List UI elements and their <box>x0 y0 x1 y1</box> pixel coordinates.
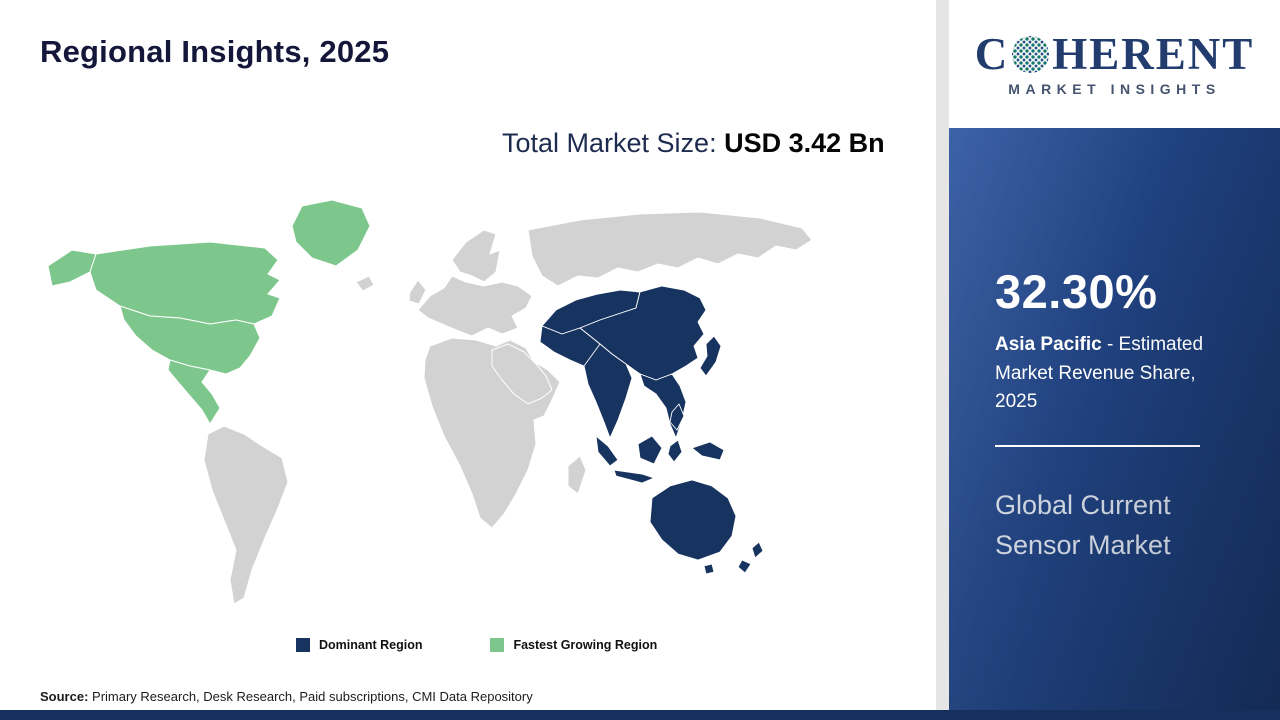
legend-swatch-dominant <box>296 638 310 652</box>
map-region-new-zealand-north <box>751 541 764 559</box>
map-region-borneo <box>637 435 663 465</box>
map-region-canada <box>89 241 281 325</box>
map-region-java <box>613 469 655 484</box>
bottom-accent-bar <box>0 710 1280 720</box>
share-rest: - Estimated Market Revenue Share, 2025 <box>995 334 1204 412</box>
highlight-panel: 32.30% Asia Pacific - Estimated Market R… <box>949 128 1280 720</box>
world-map <box>40 198 820 616</box>
total-market-size: Total Market Size: USD 3.42 Bn <box>502 124 902 163</box>
share-value: 32.30% <box>995 265 1158 318</box>
map-region-india <box>583 343 633 439</box>
map-region-north-america <box>47 199 371 425</box>
panel-divider <box>995 444 1200 447</box>
map-region-usa <box>119 305 261 375</box>
map-region-alaska <box>47 249 97 287</box>
map-region-madagascar <box>567 455 587 495</box>
map-region-rest-of-world <box>203 211 813 605</box>
legend-label-dominant: Dominant Region <box>319 638 423 652</box>
share-region: Asia Pacific <box>995 334 1102 355</box>
map-region-greenland <box>291 199 371 267</box>
page-title: Regional Insights, 2025 <box>40 34 390 69</box>
share-description: Asia Pacific - Estimated Market Revenue … <box>995 331 1233 417</box>
source-label: Source: <box>40 689 89 704</box>
map-region-iceland <box>355 275 375 292</box>
brand-logo: C HERENT MARKET INSIGHTS <box>949 0 1280 128</box>
map-region-japan <box>699 335 722 377</box>
brand-suffix: HERENT <box>1052 28 1255 79</box>
total-market-size-label: Total Market Size: <box>502 128 725 158</box>
vertical-divider-strip <box>936 0 949 720</box>
map-region-south-america <box>203 425 289 605</box>
market-name: Global Current Sensor Market <box>995 489 1171 561</box>
brand-tagline: MARKET INSIGHTS <box>1008 80 1221 97</box>
legend-swatch-fastest-growing <box>490 638 505 652</box>
dotted-globe-icon <box>1012 35 1050 73</box>
source-text: Primary Research, Desk Research, Paid su… <box>88 689 533 704</box>
legend-item-fastest-growing: Fastest Growing Region <box>490 638 657 652</box>
brand-wordmark: C HERENT <box>974 28 1255 79</box>
right-column: C HERENT MARKET INSIGHTS 32.30% Asia Paci… <box>949 0 1280 720</box>
map-region-australia <box>649 479 737 561</box>
map-region-russia <box>527 211 813 287</box>
map-region-middle-east <box>491 343 553 405</box>
map-region-scandinavia <box>451 229 501 283</box>
map-region-philippines <box>669 403 685 431</box>
total-market-size-value: USD 3.42 Bn <box>724 128 885 158</box>
legend: Dominant Region Fastest Growing Region <box>296 638 657 652</box>
map-region-europe <box>417 275 533 337</box>
map-region-new-guinea <box>691 441 725 461</box>
map-region-sulawesi <box>667 439 683 463</box>
legend-label-fastest-growing: Fastest Growing Region <box>513 638 658 652</box>
brand-prefix: C <box>974 28 1010 79</box>
map-region-mexico <box>167 359 221 425</box>
source-line: Source: Primary Research, Desk Research,… <box>40 689 533 704</box>
world-map-svg <box>47 199 813 605</box>
legend-item-dominant: Dominant Region <box>296 638 422 652</box>
map-region-new-zealand-south <box>737 559 752 574</box>
map-region-sumatra <box>595 435 619 467</box>
map-region-uk <box>408 279 427 305</box>
map-region-tasmania <box>703 563 715 575</box>
map-region-asia-pacific <box>539 285 764 575</box>
